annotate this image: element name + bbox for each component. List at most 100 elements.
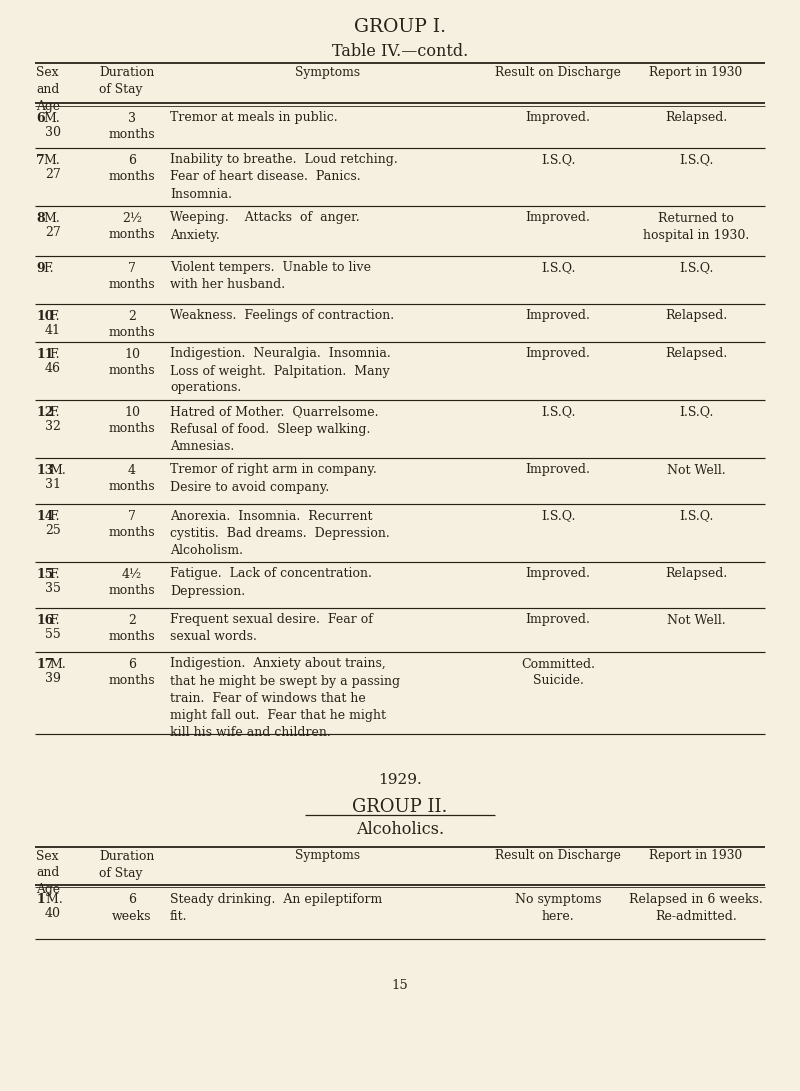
Text: Report in 1930: Report in 1930 — [650, 65, 742, 79]
Text: 8: 8 — [36, 212, 45, 225]
Text: 32: 32 — [45, 420, 61, 432]
Text: F.: F. — [50, 406, 60, 419]
Text: 15: 15 — [392, 979, 408, 992]
Text: 1929.: 1929. — [378, 774, 422, 788]
Text: 40: 40 — [45, 907, 61, 920]
Text: 4½
months: 4½ months — [109, 567, 155, 598]
Text: I.S.Q.: I.S.Q. — [541, 154, 575, 167]
Text: 2½
months: 2½ months — [109, 212, 155, 241]
Text: Indigestion.  Anxiety about trains,
that he might be swept by a passing
train.  : Indigestion. Anxiety about trains, that … — [170, 658, 400, 739]
Text: 41: 41 — [45, 324, 61, 336]
Text: Frequent sexual desire.  Fear of
sexual words.: Frequent sexual desire. Fear of sexual w… — [170, 613, 373, 644]
Text: I.S.Q.: I.S.Q. — [679, 154, 713, 167]
Text: Result on Discharge: Result on Discharge — [495, 65, 621, 79]
Text: 7
months: 7 months — [109, 262, 155, 291]
Text: Weakness.  Feelings of contraction.: Weakness. Feelings of contraction. — [170, 310, 394, 323]
Text: Alcoholics.: Alcoholics. — [356, 820, 444, 838]
Text: 11: 11 — [36, 348, 54, 360]
Text: Report in 1930: Report in 1930 — [650, 850, 742, 863]
Text: 7: 7 — [36, 154, 45, 167]
Text: F.: F. — [50, 310, 60, 323]
Text: 6
months: 6 months — [109, 154, 155, 183]
Text: 55: 55 — [45, 627, 61, 640]
Text: Sex
and
Age: Sex and Age — [36, 850, 60, 897]
Text: Relapsed in 6 weeks.
Re-admitted.: Relapsed in 6 weeks. Re-admitted. — [629, 894, 763, 923]
Text: Tremor at meals in public.: Tremor at meals in public. — [170, 111, 338, 124]
Text: Indigestion.  Neuralgia.  Insomnia.
Loss of weight.  Palpitation.  Many
operatio: Indigestion. Neuralgia. Insomnia. Loss o… — [170, 348, 390, 395]
Text: F.: F. — [50, 567, 60, 580]
Text: 14: 14 — [36, 509, 54, 523]
Text: 13: 13 — [36, 464, 54, 477]
Text: 15: 15 — [36, 567, 54, 580]
Text: 4
months: 4 months — [109, 464, 155, 493]
Text: Inability to breathe.  Loud retching.
Fear of heart disease.  Panics.
Insomnia.: Inability to breathe. Loud retching. Fea… — [170, 154, 398, 201]
Text: Steady drinking.  An epileptiform
fit.: Steady drinking. An epileptiform fit. — [170, 894, 382, 923]
Text: 10
months: 10 months — [109, 406, 155, 435]
Text: 7
months: 7 months — [109, 509, 155, 540]
Text: Improved.: Improved. — [526, 310, 590, 323]
Text: Improved.: Improved. — [526, 567, 590, 580]
Text: 6: 6 — [36, 111, 45, 124]
Text: Weeping.    Attacks  of  anger.
Anxiety.: Weeping. Attacks of anger. Anxiety. — [170, 212, 360, 241]
Text: 16: 16 — [36, 613, 54, 626]
Text: I.S.Q.: I.S.Q. — [541, 509, 575, 523]
Text: 9: 9 — [36, 262, 45, 275]
Text: Relapsed.: Relapsed. — [665, 348, 727, 360]
Text: 6
weeks: 6 weeks — [112, 894, 152, 923]
Text: 1: 1 — [36, 894, 45, 906]
Text: I.S.Q.: I.S.Q. — [541, 406, 575, 419]
Text: 39: 39 — [45, 671, 61, 684]
Text: M.: M. — [43, 111, 60, 124]
Text: Tremor of right arm in company.
Desire to avoid company.: Tremor of right arm in company. Desire t… — [170, 464, 377, 493]
Text: 10
months: 10 months — [109, 348, 155, 377]
Text: I.S.Q.: I.S.Q. — [541, 262, 575, 275]
Text: 27: 27 — [45, 168, 61, 180]
Text: 30: 30 — [45, 125, 61, 139]
Text: F.: F. — [50, 348, 60, 360]
Text: GROUP II.: GROUP II. — [352, 798, 448, 815]
Text: Fatigue.  Lack of concentration.
Depression.: Fatigue. Lack of concentration. Depressi… — [170, 567, 372, 598]
Text: Anorexia.  Insomnia.  Recurrent
cystitis.  Bad dreams.  Depression.
Alcoholism.: Anorexia. Insomnia. Recurrent cystitis. … — [170, 509, 390, 556]
Text: 35: 35 — [45, 582, 61, 595]
Text: 12: 12 — [36, 406, 54, 419]
Text: 27: 27 — [45, 226, 61, 239]
Text: Improved.: Improved. — [526, 348, 590, 360]
Text: Relapsed.: Relapsed. — [665, 310, 727, 323]
Text: Committed.
Suicide.: Committed. Suicide. — [521, 658, 595, 687]
Text: M.: M. — [43, 154, 60, 167]
Text: I.S.Q.: I.S.Q. — [679, 509, 713, 523]
Text: 3
months: 3 months — [109, 111, 155, 142]
Text: Symptoms: Symptoms — [295, 65, 361, 79]
Text: Violent tempers.  Unable to live
with her husband.: Violent tempers. Unable to live with her… — [170, 262, 371, 291]
Text: Hatred of Mother.  Quarrelsome.
Refusal of food.  Sleep walking.
Amnesias.: Hatred of Mother. Quarrelsome. Refusal o… — [170, 406, 378, 453]
Text: Improved.: Improved. — [526, 111, 590, 124]
Text: Returned to
hospital in 1930.: Returned to hospital in 1930. — [643, 212, 749, 241]
Text: F.: F. — [50, 613, 60, 626]
Text: Symptoms: Symptoms — [295, 850, 361, 863]
Text: M.: M. — [50, 464, 66, 477]
Text: Not Well.: Not Well. — [666, 464, 726, 477]
Text: F.: F. — [50, 509, 60, 523]
Text: Sex
and
Age: Sex and Age — [36, 65, 60, 113]
Text: Relapsed.: Relapsed. — [665, 567, 727, 580]
Text: 46: 46 — [45, 361, 61, 374]
Text: M.: M. — [43, 212, 60, 225]
Text: I.S.Q.: I.S.Q. — [679, 406, 713, 419]
Text: GROUP I.: GROUP I. — [354, 17, 446, 36]
Text: Relapsed.: Relapsed. — [665, 111, 727, 124]
Text: M.: M. — [50, 658, 66, 671]
Text: 2
months: 2 months — [109, 613, 155, 644]
Text: No symptoms
here.: No symptoms here. — [514, 894, 602, 923]
Text: M.: M. — [42, 894, 63, 906]
Text: 10: 10 — [36, 310, 54, 323]
Text: Improved.: Improved. — [526, 212, 590, 225]
Text: 31: 31 — [45, 478, 61, 491]
Text: 25: 25 — [45, 524, 61, 537]
Text: Not Well.: Not Well. — [666, 613, 726, 626]
Text: I.S.Q.: I.S.Q. — [679, 262, 713, 275]
Text: Duration
of Stay: Duration of Stay — [99, 65, 154, 96]
Text: Duration
of Stay: Duration of Stay — [99, 850, 154, 879]
Text: 6
months: 6 months — [109, 658, 155, 687]
Text: Improved.: Improved. — [526, 464, 590, 477]
Text: 17: 17 — [36, 658, 54, 671]
